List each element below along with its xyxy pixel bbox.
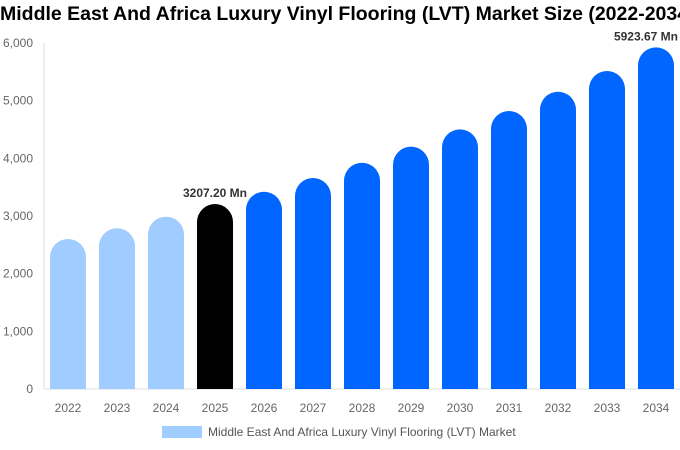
bar-2029 [393, 146, 429, 389]
x-tick-label: 2033 [594, 401, 621, 415]
bar-2024 [148, 216, 184, 389]
bar-2031 [491, 110, 527, 389]
x-tick-label: 2029 [398, 401, 425, 415]
bar-2025 [197, 204, 233, 389]
bar-2032 [540, 91, 576, 389]
y-tick-label: 3,000 [3, 209, 33, 223]
y-tick-label: 0 [26, 382, 33, 396]
x-tick-label: 2025 [202, 401, 229, 415]
x-tick-label: 2034 [643, 401, 670, 415]
x-tick-label: 2030 [447, 401, 474, 415]
bar-2030 [442, 129, 478, 389]
x-tick-label: 2024 [153, 401, 180, 415]
chart-title: Middle East And Africa Luxury Vinyl Floo… [0, 3, 680, 25]
legend-label: Middle East And Africa Luxury Vinyl Floo… [208, 425, 516, 439]
x-tick-label: 2022 [55, 401, 82, 415]
y-tick-label: 1,000 [3, 324, 33, 338]
legend: Middle East And Africa Luxury Vinyl Floo… [162, 425, 516, 439]
x-tick-label: 2027 [300, 401, 327, 415]
bar-2023 [99, 228, 135, 389]
bar-2022 [50, 239, 86, 389]
bar-2033 [589, 71, 625, 389]
data-label: 5923.67 Mn [614, 29, 678, 43]
x-tick-label: 2026 [251, 401, 278, 415]
bar-2028 [344, 162, 380, 389]
bar-2026 [246, 191, 282, 389]
x-tick-label: 2028 [349, 401, 376, 415]
y-tick-label: 5,000 [3, 94, 33, 108]
y-tick-label: 6,000 [3, 36, 33, 50]
data-label: 3207.20 Mn [183, 186, 247, 200]
bar-2034 [638, 47, 674, 389]
legend-swatch [162, 426, 202, 438]
y-tick-label: 4,000 [3, 151, 33, 165]
x-tick-label: 2031 [496, 401, 523, 415]
x-tick-label: 2023 [104, 401, 131, 415]
y-tick-label: 2,000 [3, 267, 33, 281]
bar-chart: 0 1,000 2,000 3,000 4,000 5,000 6,000 2022 2023 2… [3, 29, 680, 415]
bar-2027 [295, 177, 331, 389]
x-tick-label: 2032 [545, 401, 572, 415]
